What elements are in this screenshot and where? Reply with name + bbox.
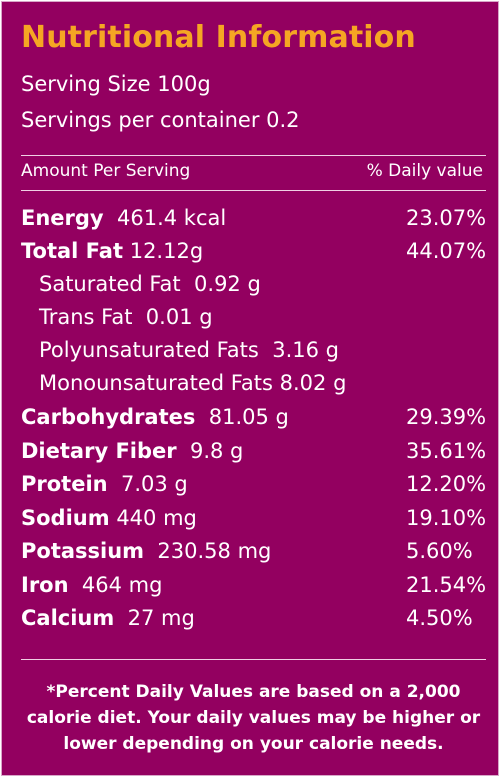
nutrient-row-polyunsaturated-fats: Polyunsaturated Fats 3.16 g <box>39 338 486 366</box>
nutrient-daily-value: 5.60% <box>406 539 473 563</box>
nutrient-name: Iron <box>21 573 69 597</box>
nutrient-name: Sodium <box>21 506 110 530</box>
nutrient-row-carbohydrates: Carbohydrates 81.05 g 29.39% <box>21 405 486 433</box>
nutrient-name: Polyunsaturated Fats <box>39 338 259 362</box>
nutrient-row-trans-fat: Trans Fat 0.01 g <box>39 305 486 333</box>
nutrient-daily-value: 44.07% <box>406 239 487 263</box>
nutrient-row-energy: Energy 461.4 kcal 23.07% <box>21 206 486 234</box>
nutrient-amount: 8.02 g <box>279 371 347 395</box>
nutrient-name: Monounsaturated Fats <box>39 371 273 395</box>
nutrient-daily-value: 21.54% <box>406 573 487 597</box>
nutrient-row-monounsaturated-fats: Monounsaturated Fats 8.02 g <box>39 371 486 399</box>
nutrient-amount: 461.4 kcal <box>116 206 227 230</box>
nutrient-name: Saturated Fat <box>39 272 181 296</box>
header-bottom-divider <box>21 190 486 191</box>
nutrient-row-iron: Iron 464 mg 21.54% <box>21 573 486 601</box>
nutrient-daily-value: 12.20% <box>406 472 487 496</box>
nutrient-row-total-fat: Total Fat 12.12g 44.07% <box>21 239 486 267</box>
footnote-divider <box>21 659 486 660</box>
nutrient-row-calcium: Calcium 27 mg 4.50% <box>21 606 486 634</box>
nutrient-amount: 7.03 g <box>120 472 188 496</box>
servings-per-container: Servings per container 0.2 <box>21 108 300 132</box>
nutrient-amount: 81.05 g <box>208 405 289 429</box>
nutrient-amount: 27 mg <box>127 606 195 630</box>
nutrient-row-saturated-fat: Saturated Fat 0.92 g <box>39 272 486 300</box>
nutrient-name: Total Fat <box>21 239 124 263</box>
nutrient-amount: 3.16 g <box>272 338 339 362</box>
nutrient-amount: 0.92 g <box>194 272 261 296</box>
nutrient-amount: 0.01 g <box>145 305 213 329</box>
nutrient-name: Energy <box>21 206 104 230</box>
header-top-divider <box>21 155 486 156</box>
nutrient-name: Calcium <box>21 606 115 630</box>
nutrient-daily-value: 23.07% <box>406 206 487 230</box>
serving-size: Serving Size 100g <box>21 72 211 96</box>
nutrient-amount: 464 mg <box>81 573 163 597</box>
nutrient-name: Carbohydrates <box>21 405 196 429</box>
nutrient-amount: 440 mg <box>116 506 197 530</box>
nutrient-daily-value: 4.50% <box>406 606 473 630</box>
nutrient-name: Potassium <box>21 539 145 563</box>
label-title: Nutritional Information <box>21 20 416 55</box>
nutrient-daily-value: 19.10% <box>406 506 487 530</box>
daily-value-header: % Daily value <box>366 161 483 181</box>
footnote: *Percent Daily Values are based on a 2,0… <box>26 682 481 754</box>
nutrient-daily-value: 35.61% <box>406 439 487 463</box>
nutrient-row-sodium: Sodium 440 mg 19.10% <box>21 506 486 534</box>
nutrient-row-dietary-fiber: Dietary Fiber 9.8 g 35.61% <box>21 439 486 467</box>
nutrient-daily-value: 29.39% <box>406 405 487 429</box>
nutrient-row-potassium: Potassium 230.58 mg 5.60% <box>21 539 486 567</box>
nutrient-name: Protein <box>21 472 108 496</box>
nutrient-amount: 230.58 mg <box>157 539 272 563</box>
nutrient-row-protein: Protein 7.03 g 12.20% <box>21 472 486 500</box>
nutrient-name: Trans Fat <box>39 305 133 329</box>
nutrient-name: Dietary Fiber <box>21 439 177 463</box>
nutrient-amount: 9.8 g <box>189 439 244 463</box>
nutrient-amount: 12.12g <box>129 239 204 263</box>
amount-per-serving-header: Amount Per Serving <box>21 161 191 181</box>
